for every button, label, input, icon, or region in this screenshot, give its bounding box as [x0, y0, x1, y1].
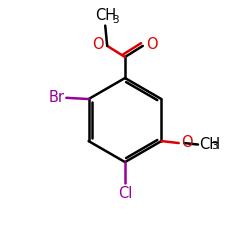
Text: Cl: Cl [118, 186, 132, 200]
Text: CH: CH [95, 8, 116, 23]
Text: O: O [92, 37, 104, 52]
Text: Br: Br [48, 90, 64, 105]
Text: 3: 3 [211, 141, 218, 151]
Text: 3: 3 [112, 15, 119, 25]
Text: O: O [146, 37, 158, 52]
Text: O: O [181, 135, 192, 150]
Text: CH: CH [199, 136, 220, 152]
